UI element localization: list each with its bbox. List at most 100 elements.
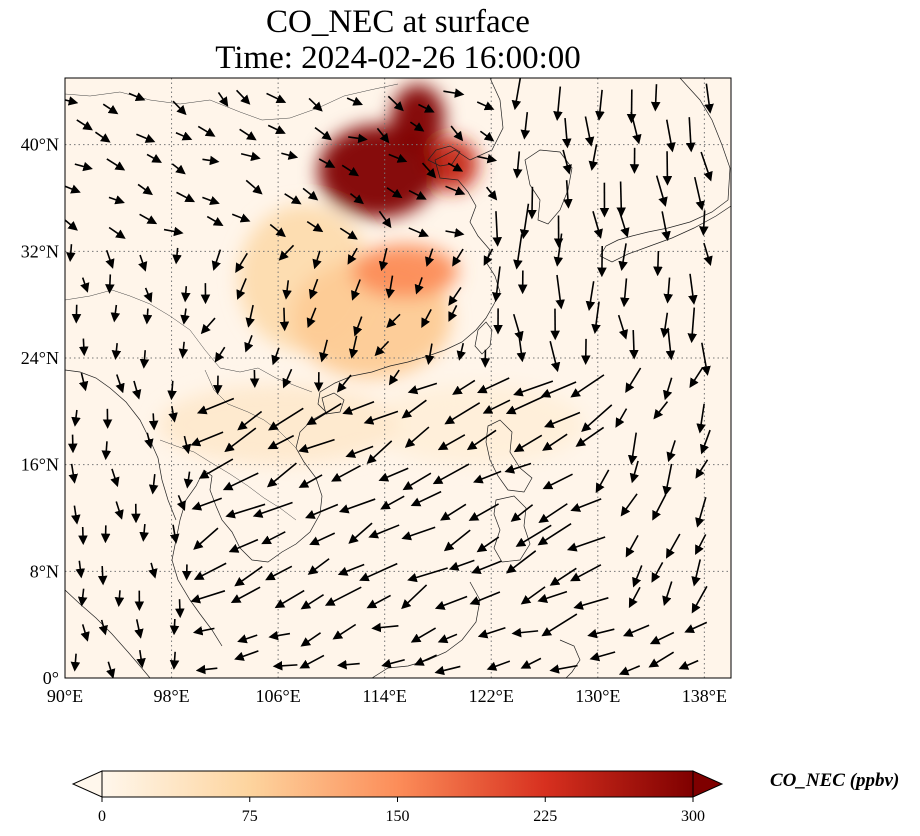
wind-arrow bbox=[279, 307, 290, 332]
wind-arrow bbox=[619, 278, 630, 308]
coastline-hainan bbox=[321, 392, 345, 415]
wind-arrow bbox=[222, 472, 259, 491]
wind-arrow bbox=[512, 313, 524, 342]
wind-arrow bbox=[505, 550, 537, 574]
wind-arrow bbox=[504, 462, 532, 474]
wind-arrow bbox=[505, 395, 544, 415]
wind-arrow bbox=[376, 127, 390, 144]
wind-arrow bbox=[299, 654, 325, 669]
wind-arrow bbox=[684, 621, 708, 633]
wind-arrow bbox=[414, 654, 437, 666]
wind-arrow bbox=[570, 374, 605, 398]
wind-arrow bbox=[665, 119, 676, 153]
wind-arrow bbox=[381, 658, 405, 669]
wind-arrow bbox=[425, 248, 435, 267]
wind-arrow bbox=[139, 213, 158, 225]
wind-arrow bbox=[77, 588, 88, 607]
wind-arrow bbox=[105, 249, 115, 269]
wind-arrow bbox=[699, 210, 709, 236]
wind-arrow bbox=[136, 649, 146, 669]
wind-arrow bbox=[587, 628, 615, 639]
wind-arrow bbox=[102, 103, 119, 115]
wind-arrow bbox=[513, 234, 523, 270]
wind-arrow bbox=[387, 95, 404, 112]
coastline-indochina bbox=[171, 411, 327, 647]
wind-arrow bbox=[541, 613, 578, 637]
wind-arrow bbox=[617, 314, 629, 340]
wind-arrow bbox=[410, 490, 442, 507]
wind-arrow bbox=[181, 435, 192, 455]
wind-arrow bbox=[202, 155, 220, 166]
wind-arrow bbox=[469, 591, 501, 606]
wind-arrow bbox=[595, 89, 605, 121]
wind-arrow bbox=[115, 374, 125, 394]
wind-arrow bbox=[537, 523, 572, 546]
wind-arrow bbox=[513, 380, 554, 397]
wind-arrow bbox=[562, 149, 572, 175]
wind-arrow bbox=[349, 192, 364, 205]
wind-arrow bbox=[542, 473, 573, 490]
wind-arrow bbox=[466, 429, 497, 451]
wind-arrow bbox=[298, 474, 323, 488]
wind-arrow bbox=[437, 434, 466, 451]
wind-arrow bbox=[234, 650, 259, 661]
wind-arrow bbox=[402, 472, 432, 491]
wind-arrow bbox=[388, 153, 408, 163]
lat-tick-label: 8°N bbox=[30, 561, 59, 581]
wind-arrow bbox=[163, 226, 184, 237]
wind-arrow bbox=[661, 211, 671, 242]
wind-arrow bbox=[198, 458, 234, 479]
wind-arrow bbox=[180, 286, 191, 303]
wind-arrow bbox=[662, 463, 673, 496]
wind-arrow bbox=[616, 181, 627, 217]
wind-arrow bbox=[655, 175, 668, 207]
wind-arrow bbox=[111, 343, 122, 361]
wind-arrow bbox=[456, 342, 466, 361]
wind-arrow bbox=[76, 119, 93, 131]
wind-arrow bbox=[378, 210, 392, 229]
wind-arrow bbox=[448, 559, 475, 571]
wind-arrow bbox=[385, 275, 395, 299]
wind-arrow bbox=[148, 474, 159, 495]
wind-arrow bbox=[132, 380, 142, 400]
wind-arrow bbox=[520, 586, 546, 605]
wind-arrow bbox=[492, 211, 503, 247]
wind-arrow bbox=[65, 184, 81, 194]
wind-arrow bbox=[306, 220, 324, 233]
wind-arrow bbox=[300, 632, 321, 647]
wind-arrow bbox=[271, 347, 281, 366]
wind-arrow bbox=[699, 429, 711, 455]
latitude-ticks: 0° 8°N 16°N 24°N 32°N 40°N bbox=[21, 135, 59, 688]
wind-arrow bbox=[108, 226, 126, 239]
wind-arrow bbox=[648, 651, 675, 668]
wind-arrow bbox=[278, 244, 295, 261]
wind-arrow bbox=[178, 341, 189, 359]
wind-arrow bbox=[432, 463, 470, 485]
wind-arrow bbox=[66, 244, 76, 263]
wind-arrow bbox=[649, 631, 675, 645]
wind-arrow bbox=[98, 619, 108, 636]
wind-arrow bbox=[200, 317, 216, 335]
wind-arrow bbox=[348, 335, 359, 359]
wind-arrow bbox=[172, 100, 187, 116]
wind-arrow bbox=[332, 623, 357, 640]
wind-arrow bbox=[324, 586, 362, 606]
wind-arrow bbox=[265, 565, 293, 581]
wind-arrow bbox=[331, 464, 361, 482]
wind-arrow bbox=[695, 497, 707, 528]
wind-arrow bbox=[114, 501, 124, 520]
wind-arrow bbox=[549, 567, 577, 586]
wind-arrow bbox=[570, 498, 602, 512]
wind-arrow bbox=[267, 434, 295, 450]
lat-tick-label: 0° bbox=[43, 668, 59, 688]
wind-arrow bbox=[588, 144, 599, 171]
wind-arrow bbox=[175, 131, 193, 141]
wind-arrow bbox=[80, 624, 90, 642]
wind-arrow bbox=[414, 277, 424, 295]
wind-arrow bbox=[650, 84, 661, 112]
wind-arrow bbox=[190, 590, 226, 604]
wind-arrow bbox=[696, 403, 706, 434]
wind-arrow bbox=[225, 503, 266, 519]
wind-arrow bbox=[71, 409, 81, 427]
wind-arrow bbox=[437, 633, 458, 644]
